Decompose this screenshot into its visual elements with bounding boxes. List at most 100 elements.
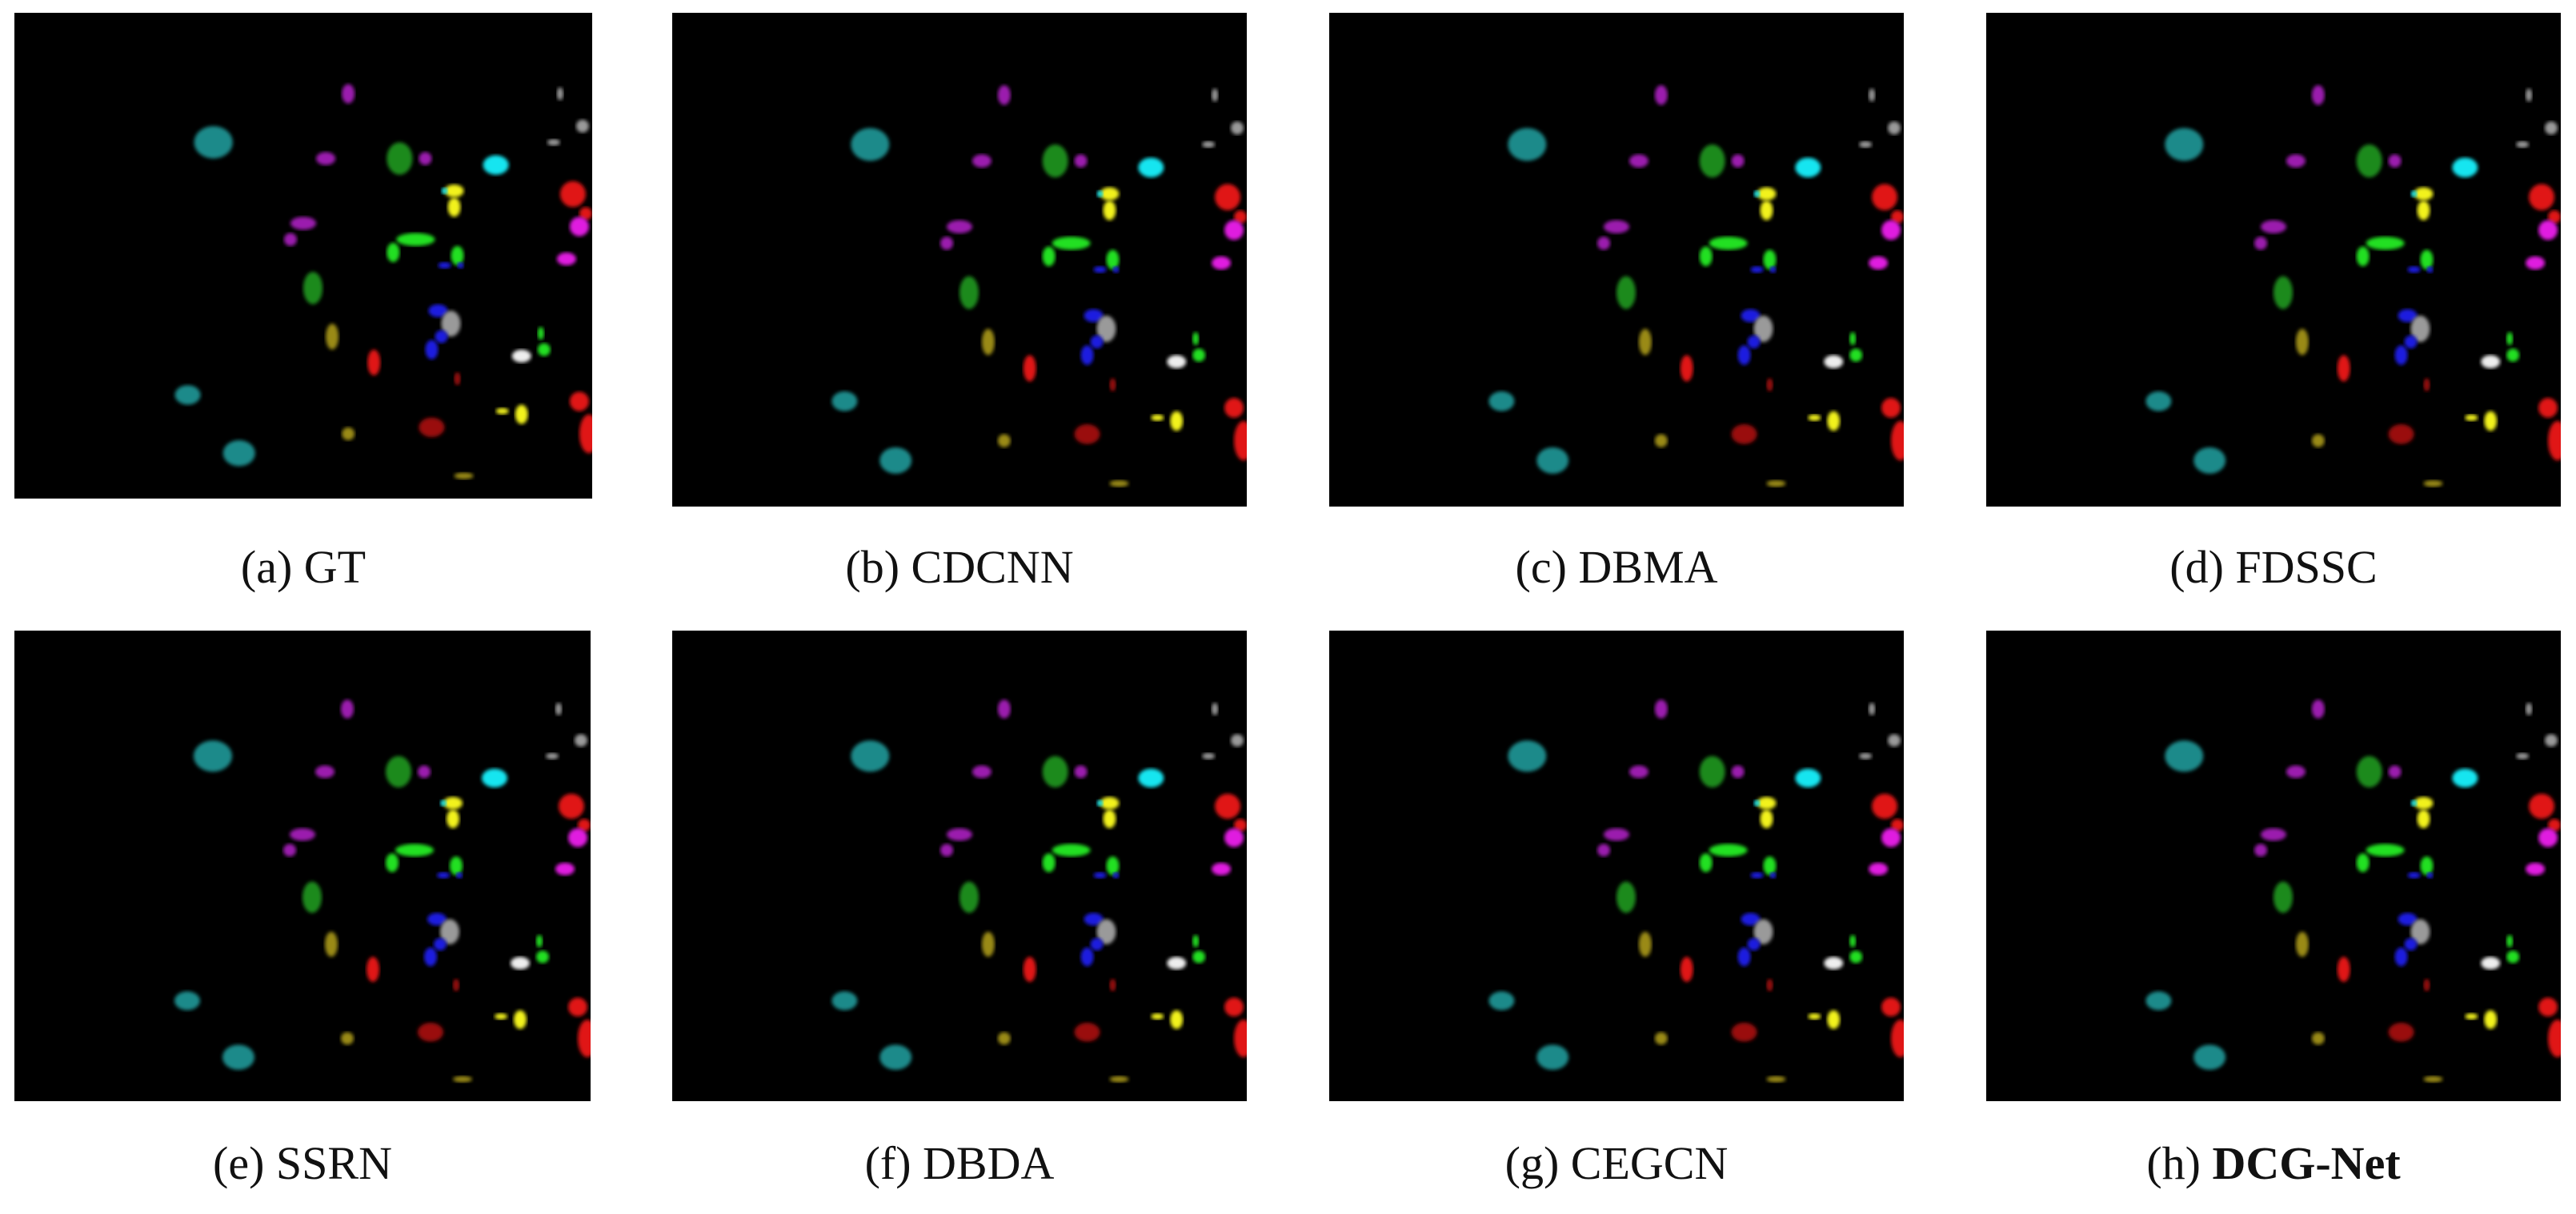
class-region xyxy=(2254,236,2268,250)
class-region xyxy=(2286,154,2306,168)
class-region xyxy=(1766,378,1773,392)
class-region xyxy=(1084,912,1104,926)
class-region xyxy=(1869,703,1876,715)
class-region xyxy=(2394,947,2408,967)
class-region xyxy=(386,853,399,872)
class-region xyxy=(1604,827,1629,841)
class-region xyxy=(1052,236,1091,250)
class-region xyxy=(1891,421,1904,461)
class-region xyxy=(427,912,447,926)
class-region xyxy=(174,385,201,405)
class-region xyxy=(1699,755,1725,787)
class-region xyxy=(2484,411,2498,431)
class-region xyxy=(1212,703,1219,715)
class-region xyxy=(1849,331,1857,346)
class-region xyxy=(367,349,381,376)
class-region xyxy=(2311,1032,2325,1045)
class-region xyxy=(2423,1076,2443,1083)
class-region xyxy=(1763,250,1777,270)
caption-label: (c) xyxy=(1515,541,1567,593)
class-region xyxy=(1617,881,1636,913)
class-region xyxy=(2404,938,2418,951)
class-region xyxy=(1042,853,1056,872)
class-region xyxy=(515,404,528,424)
class-region xyxy=(447,809,459,828)
class-region xyxy=(1170,1010,1184,1029)
caption-method: CEGCN xyxy=(1570,1137,1729,1189)
class-region xyxy=(453,979,459,992)
class-region xyxy=(222,1044,254,1070)
class-region xyxy=(972,765,992,779)
class-region xyxy=(2484,1010,2498,1029)
class-region xyxy=(1859,752,1873,759)
class-region xyxy=(1629,154,1649,168)
class-region xyxy=(2356,853,2370,872)
class-region xyxy=(579,414,592,454)
classification-map-ssrn xyxy=(14,631,591,1101)
class-region xyxy=(2254,843,2268,857)
class-region xyxy=(1604,220,1629,234)
class-region xyxy=(959,881,979,913)
class-region xyxy=(559,181,586,207)
class-region xyxy=(1737,345,1751,366)
class-region xyxy=(2388,1023,2414,1042)
class-region xyxy=(440,919,459,944)
class-region xyxy=(1536,447,1569,474)
class-region xyxy=(1795,157,1821,178)
caption-label: (d) xyxy=(2169,541,2224,593)
class-region xyxy=(1709,843,1748,857)
caption-method: FDSSC xyxy=(2235,541,2378,593)
class-region xyxy=(1747,335,1761,349)
class-region xyxy=(443,796,463,810)
class-region xyxy=(2506,348,2520,363)
class-region xyxy=(1103,809,1116,828)
caption-method: DBDA xyxy=(923,1137,1055,1189)
class-region xyxy=(1795,768,1821,787)
caption-fdssc: (d) FDSSC xyxy=(1986,544,2561,591)
class-region xyxy=(1737,947,1751,967)
class-region xyxy=(2407,871,2421,879)
class-region xyxy=(222,440,255,467)
class-region xyxy=(579,206,592,220)
class-region xyxy=(1224,827,1244,847)
class-region xyxy=(537,343,551,356)
class-region xyxy=(1881,997,1901,1017)
class-region xyxy=(2407,266,2421,273)
class-region xyxy=(2506,950,2520,964)
caption-label: (f) xyxy=(864,1137,911,1189)
class-region xyxy=(1654,699,1668,719)
class-region xyxy=(2145,391,2172,411)
class-region xyxy=(1869,88,1876,102)
class-region xyxy=(1096,190,1104,198)
class-region xyxy=(483,155,509,175)
class-region xyxy=(2261,827,2286,841)
class-region xyxy=(1699,853,1713,872)
caption-label: (e) xyxy=(213,1137,265,1189)
class-region xyxy=(395,843,434,857)
caption-label: (g) xyxy=(1504,1137,1560,1189)
class-region xyxy=(1757,796,1777,810)
class-region xyxy=(1202,752,1216,759)
class-region xyxy=(1654,85,1668,106)
class-region xyxy=(2506,331,2514,346)
class-region xyxy=(495,407,509,415)
class-region xyxy=(547,138,560,146)
class-region xyxy=(2274,276,2293,310)
class-region xyxy=(981,328,995,355)
class-region xyxy=(2506,935,2514,948)
class-region xyxy=(1808,1013,1821,1020)
class-region xyxy=(2423,979,2430,992)
class-region xyxy=(1096,315,1116,343)
class-region xyxy=(434,938,447,951)
class-region xyxy=(1231,121,1244,135)
class-region xyxy=(342,84,355,104)
class-region xyxy=(1747,938,1761,951)
class-region xyxy=(1023,956,1036,983)
map-regions xyxy=(2145,85,2561,487)
class-region xyxy=(555,863,575,875)
class-region xyxy=(1084,309,1104,323)
class-region xyxy=(2356,755,2382,787)
class-region xyxy=(1212,88,1219,102)
class-region xyxy=(1508,127,1547,162)
class-region xyxy=(851,740,890,772)
